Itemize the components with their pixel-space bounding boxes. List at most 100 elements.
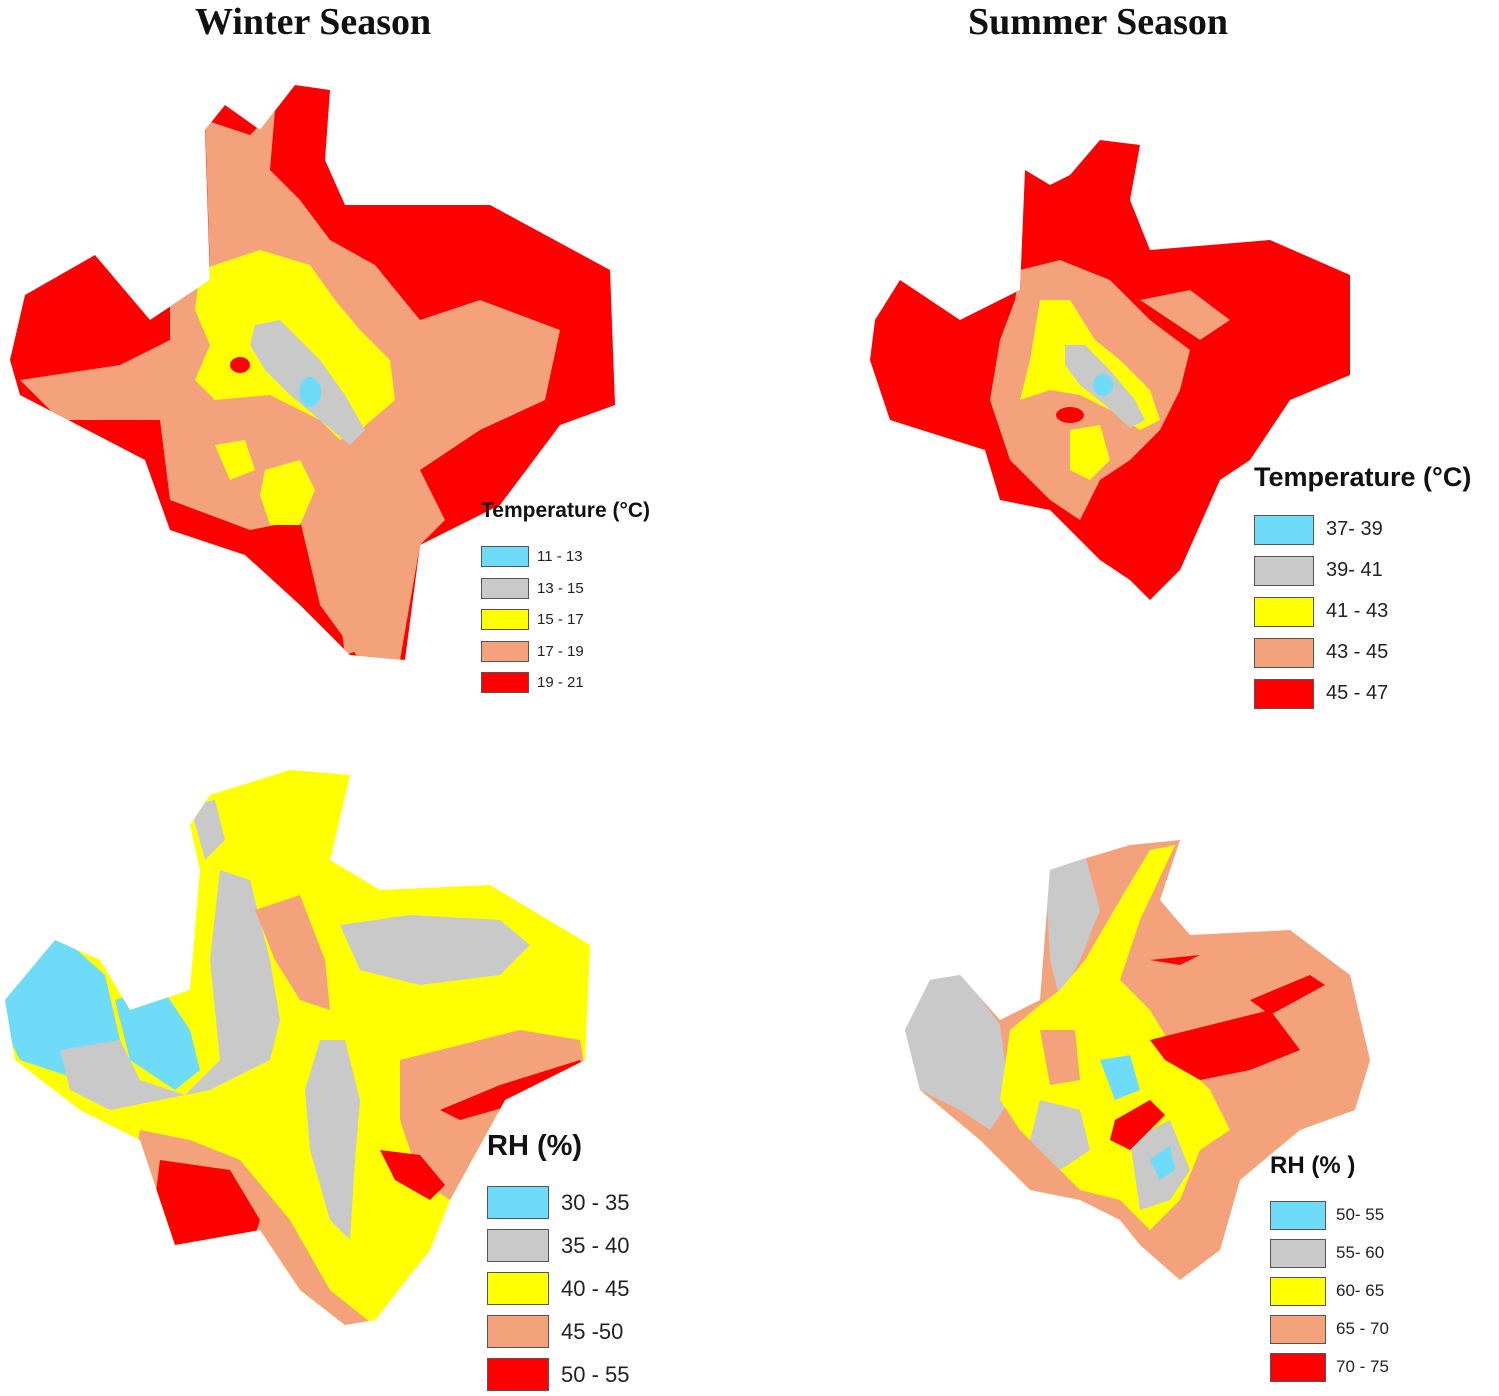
legend-item: 50 - 55 [487,1353,630,1396]
legend-swatch [1254,596,1314,627]
legend-swatch [481,577,529,599]
legend-item: 55- 60 [1270,1234,1389,1272]
summer-rh-legend: RH (% ) 50- 55 55- 60 60- 65 65 - 70 70 … [1270,1152,1389,1386]
wr-class5-east [440,1060,590,1120]
sr-class2-inner1 [1030,1100,1090,1170]
sr-class5-streak1 [1250,975,1325,1015]
legend-title: RH (% ) [1270,1152,1356,1179]
legend-item: 37- 39 [1254,509,1471,550]
legend-item: 50- 55 [1270,1196,1389,1234]
wt-class3-patch2 [215,440,255,480]
legend-label: 13 - 15 [537,579,584,597]
legend-item: 15 - 17 [481,604,650,636]
wt-class3-patch1 [260,460,315,525]
sr-class4-inner [1040,1030,1080,1085]
legend-swatch [481,609,529,631]
legend-item: 30 - 35 [487,1181,630,1224]
legend-label: 15 - 17 [537,611,584,629]
legend-item: 43 - 45 [1254,632,1471,673]
wr-class4-north [255,895,330,1010]
legend-item: 13 - 15 [481,573,650,605]
legend-swatch [481,546,529,568]
wr-class2-east [340,915,530,985]
sr-class2-north [1045,855,1100,1000]
legend-label: 19 - 21 [537,674,584,692]
wr-class2-west [60,870,280,1110]
wr-class1-mid [115,985,200,1090]
winter-temperature-legend: Temperature (°C) 11 - 13 13 - 15 15 - 17… [481,499,650,699]
legend-label: 70 - 75 [1336,1357,1389,1376]
legend-swatch [1270,1200,1326,1230]
legend-label: 41 - 43 [1326,600,1389,622]
legend-swatch [1270,1314,1326,1344]
wr-class5-se [380,1150,445,1200]
sr-class5-streak2 [1150,955,1200,965]
legend-title: Temperature (°C) [1254,462,1472,492]
legend-swatch [1254,514,1314,545]
legend-label: 11 - 13 [537,548,583,566]
winter-rh-legend: RH (%) 30 - 35 35 - 40 40 - 45 45 -50 50… [487,1130,630,1396]
legend-swatch [1254,637,1314,668]
st-class4-arm [1140,290,1230,340]
legend-item: 60- 65 [1270,1272,1389,1310]
legend-swatch [487,1186,549,1219]
legend-item: 39- 41 [1254,550,1471,591]
wt-class1-core [299,377,321,407]
wt-class5-spot [230,357,250,373]
legend-item: 19 - 21 [481,667,650,699]
wt-class4-spur [320,470,360,655]
legend-label: 43 - 45 [1326,641,1389,663]
legend-item: 41 - 43 [1254,591,1471,632]
legend-label: 35 - 40 [561,1232,630,1258]
legend-label: 39- 41 [1326,559,1383,581]
st-class5-spot [1056,407,1084,423]
legend-title: RH (%) [487,1130,583,1162]
legend-swatch [481,640,529,662]
legend-label: 45 - 47 [1326,682,1389,704]
legend-item: 70 - 75 [1270,1348,1389,1386]
legend-swatch [1254,555,1314,586]
st-class3-patch [1070,425,1110,480]
legend-label: 37- 39 [1326,518,1383,540]
legend-label: 60- 65 [1336,1281,1385,1300]
legend-swatch [487,1272,549,1305]
legend-item: 45 - 47 [1254,673,1471,714]
summer-temperature-legend: Temperature (°C) 37- 39 39- 41 41 - 43 4… [1254,462,1471,714]
legend-item: 45 -50 [487,1310,630,1353]
legend-label: 30 - 35 [561,1189,630,1215]
legend-swatch [1270,1276,1326,1306]
sr-class5-east [1150,1010,1300,1080]
legend-title: Temperature (°C) [481,499,651,522]
summer-temperature-map [870,140,1350,600]
wr-class2-north [190,800,225,860]
legend-swatch [487,1358,549,1391]
legend-label: 17 - 19 [537,642,584,660]
legend-swatch [1254,678,1314,709]
wr-class1-west [5,935,120,1080]
wr-class5-south [155,1160,260,1250]
sr-class1-patch1 [1100,1055,1140,1100]
st-class1-core [1093,374,1113,396]
legend-label: 65 - 70 [1336,1319,1389,1338]
sr-class5-center [1110,1100,1165,1150]
legend-label: 50 - 55 [561,1361,630,1387]
legend-label: 40 - 45 [561,1275,630,1301]
legend-label: 50- 55 [1336,1205,1385,1224]
winter-season-title: Winter Season [195,1,432,43]
legend-swatch [1270,1352,1326,1382]
legend-label: 55- 60 [1336,1243,1385,1262]
legend-item: 35 - 40 [487,1224,630,1267]
legend-item: 17 - 19 [481,636,650,668]
legend-swatch [487,1315,549,1348]
legend-label: 45 -50 [561,1318,624,1344]
sr-class1-patch2 [1150,1145,1175,1180]
legend-swatch [1270,1238,1326,1268]
wr-class2-center [305,1040,360,1240]
legend-swatch [487,1229,549,1262]
sr-class2-west [905,970,1010,1130]
legend-item: 11 - 13 [481,541,650,573]
legend-item: 40 - 45 [487,1267,630,1310]
legend-item: 65 - 70 [1270,1310,1389,1348]
summer-season-title: Summer Season [968,1,1229,43]
legend-swatch [481,672,529,694]
